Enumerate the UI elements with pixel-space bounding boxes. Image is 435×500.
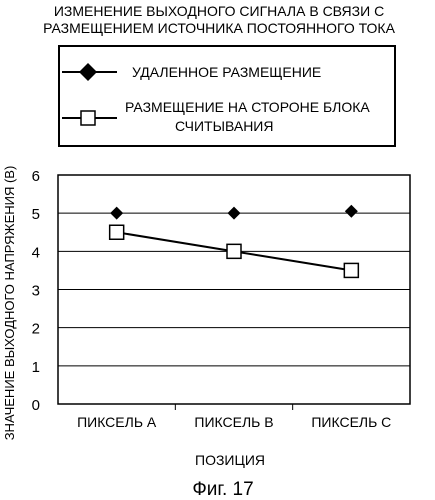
legend-marker-diamond-icon	[79, 63, 97, 81]
x-axis-label: ПОЗИЦИЯ	[195, 452, 265, 468]
legend-label-reader-side-line-2: СЧИТЫВАНИЯ	[175, 118, 273, 134]
chart-title-line-2: РАЗМЕЩЕНИЕМ ИСТОЧНИКА ПОСТОЯННОГО ТОКА	[43, 20, 396, 36]
series-2-point-1	[110, 225, 124, 239]
y-tick-label-5: 5	[32, 206, 40, 223]
y-ticks: 0 1 2 3 4 5 6	[32, 168, 40, 414]
x-tick-label-3: ПИКСЕЛЬ С	[311, 414, 391, 430]
legend: УДАЛЕННОЕ РАЗМЕЩЕНИЕ РАЗМЕЩЕНИЕ НА СТОРО…	[59, 46, 395, 146]
series-2-point-2	[227, 244, 241, 258]
series-1-point-3	[345, 205, 358, 218]
legend-label-remote: УДАЛЕННОЕ РАЗМЕЩЕНИЕ	[132, 64, 321, 80]
series-1-point-2	[228, 207, 241, 220]
figure-caption: Фиг. 17	[192, 479, 253, 500]
y-tick-label-6: 6	[32, 168, 40, 185]
y-tick-label-0: 0	[32, 397, 40, 414]
y-tick-label-1: 1	[32, 359, 40, 376]
x-tick-label-1: ПИКСЕЛЬ А	[77, 414, 157, 430]
chart-title-line-1: ИЗМЕНЕНИЕ ВЫХОДНОГО СИГНАЛА В СВЯЗИ С	[54, 3, 384, 19]
x-tick-label-2: ПИКСЕЛЬ В	[194, 414, 273, 430]
x-ticks: ПИКСЕЛЬ А ПИКСЕЛЬ В ПИКСЕЛЬ С	[77, 404, 391, 430]
series-1-point-1	[110, 207, 123, 220]
series-2-point-3	[344, 263, 358, 277]
legend-label-reader-side-line-1: РАЗМЕЩЕНИЕ НА СТОРОНЕ БЛОКА	[125, 99, 370, 115]
y-tick-label-2: 2	[32, 321, 40, 338]
y-tick-label-3: 3	[32, 283, 40, 300]
y-axis-label: ЗНАЧЕНИЕ ВЫХОДНОГО НАПРЯЖЕНИЯ (В)	[2, 166, 17, 441]
series	[110, 205, 359, 278]
y-tick-label-4: 4	[32, 244, 40, 261]
legend-marker-square-icon	[81, 111, 95, 125]
